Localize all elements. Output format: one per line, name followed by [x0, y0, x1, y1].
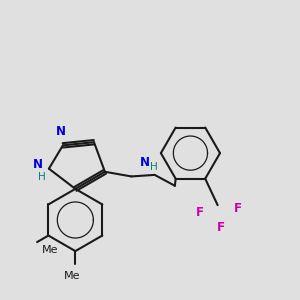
Text: F: F: [234, 202, 242, 215]
Text: F: F: [196, 206, 204, 219]
Text: H: H: [150, 162, 158, 172]
Text: Me: Me: [64, 271, 80, 281]
Text: N: N: [33, 158, 43, 171]
Text: H: H: [38, 172, 46, 182]
Text: N: N: [56, 125, 66, 139]
Text: Me: Me: [42, 244, 58, 255]
Text: F: F: [217, 221, 225, 234]
Text: N: N: [140, 156, 150, 169]
